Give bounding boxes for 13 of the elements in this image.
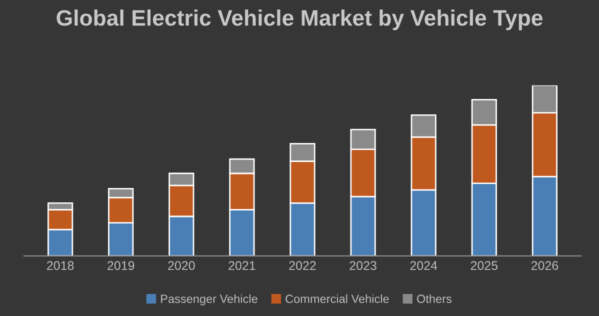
legend-label: Passenger Vehicle [161, 294, 258, 306]
legend-label: Others [417, 294, 452, 304]
x-tick-label: 2018 [47, 261, 74, 270]
x-tick-label: 2022 [289, 261, 316, 270]
chart-title: Global Electric Vehicle Market by Vehicle Type [56, 9, 542, 30]
x-tick-label: 2025 [470, 261, 498, 270]
x-tick-label: 2024 [410, 261, 438, 270]
x-tick-label: 2026 [531, 261, 558, 270]
x-tick-label: 2019 [108, 261, 134, 270]
x-tick-label: 2020 [168, 261, 195, 270]
x-tick-label: 2023 [350, 261, 376, 270]
legend-label: Commercial Vehicle [286, 294, 389, 304]
x-tick-label: 2021 [228, 261, 256, 270]
